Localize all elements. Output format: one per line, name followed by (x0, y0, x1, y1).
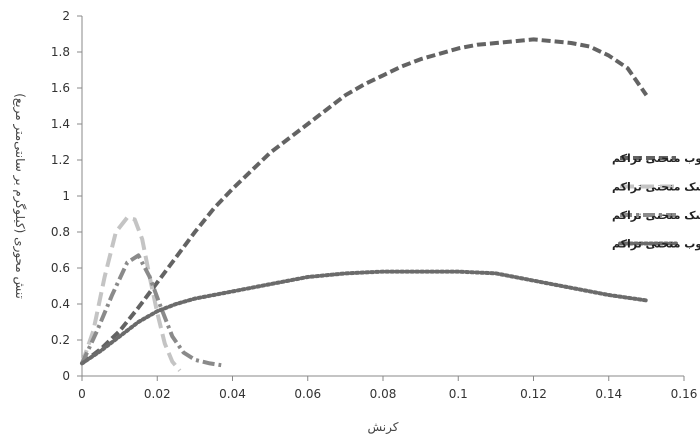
x-tick-label: 0.08 (370, 387, 397, 401)
x-tick-label: 0.12 (520, 387, 547, 401)
series-line-1 (82, 39, 646, 363)
y-tick-label: 0 (62, 369, 70, 383)
x-tick-label: 0.14 (595, 387, 622, 401)
y-tick-label: 0.2 (51, 333, 70, 347)
x-tick-label: 0.06 (294, 387, 321, 401)
y-tick-label: 0.6 (51, 261, 70, 275)
x-axis-title: کرنش (368, 420, 399, 435)
x-tick-label: 0.02 (144, 387, 171, 401)
y-tick-label: 1.2 (51, 153, 70, 167)
x-tick-label: 0.1 (449, 387, 468, 401)
y-tick-label: 1.6 (51, 81, 70, 95)
x-tick-labels: 0 0.02 0.04 0.06 0.08 0.1 0.12 0.14 0.16 (78, 376, 697, 401)
axes (82, 16, 684, 376)
legend-label-1: نمونه با تراکم ۹۵٪ و رطوبت سمت مرطوب منح… (612, 152, 700, 165)
y-tick-label: 0.4 (51, 297, 70, 311)
y-tick-label: 2 (62, 9, 70, 23)
y-tick-label: 1 (62, 189, 70, 203)
x-tick-label: 0.16 (671, 387, 698, 401)
series-lines (82, 39, 646, 370)
series-line-2 (82, 218, 180, 371)
y-axis-title: تنش محوری (کیلوگرم بر سانتی‌متر مربع) (12, 93, 27, 299)
x-tick-label: 0 (78, 387, 86, 401)
y-tick-label: 1.8 (51, 45, 70, 59)
y-tick-labels: 0 0.2 0.4 0.6 0.8 1 1.2 1.4 1.6 1.8 2 (51, 9, 82, 383)
legend: نمونه با تراکم ۹۵٪ و رطوبت سمت مرطوب منح… (612, 152, 700, 251)
y-tick-label: 1.4 (51, 117, 70, 131)
y-tick-label: 0.8 (51, 225, 70, 239)
legend-label-3: نمونه با تراکم ۹۰٪ و رطوبت سمت خشک منحنی… (612, 209, 700, 222)
x-tick-label: 0.04 (219, 387, 246, 401)
legend-label-4: نمونه با تراکم ۹۰٪ و رطوبت سمت مرطوب منح… (612, 238, 700, 251)
legend-label-2: نمونه با تراکم ۹۵٪ و رطوبت سمت خشک منحنی… (612, 181, 700, 194)
